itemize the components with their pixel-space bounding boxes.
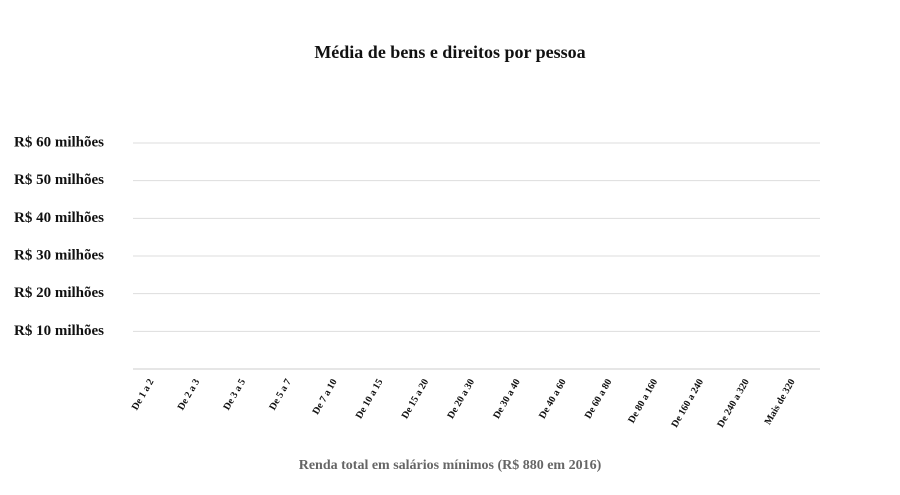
y-tick-label: R$ 60 milhões [14, 134, 104, 150]
x-tick-label: De 240 a 320 [715, 377, 752, 429]
x-tick-label: De 20 a 30 [445, 377, 477, 421]
y-tick-label: R$ 50 milhões [14, 172, 104, 188]
x-tick-label: De 3 a 5 [221, 377, 248, 412]
x-tick-label: De 80 a 160 [626, 377, 660, 425]
x-tick-label: Mais de 320 [763, 377, 798, 427]
x-tick-label: De 40 a 60 [537, 377, 569, 421]
x-tick-label: De 7 a 10 [311, 377, 340, 416]
x-tick-label: De 160 a 240 [669, 377, 706, 429]
chart-title: Média de bens e direitos por pessoa [314, 42, 585, 62]
x-tick-label: De 30 a 40 [491, 377, 523, 421]
y-tick-label: R$ 20 milhões [14, 285, 104, 301]
x-tick-label: De 5 a 7 [267, 377, 294, 412]
x-tick-label: De 1 a 2 [130, 377, 157, 412]
x-tick-label: De 10 a 15 [354, 377, 386, 421]
y-tick-label: R$ 30 milhões [14, 247, 104, 263]
x-tick-label: De 15 a 20 [400, 377, 432, 421]
x-tick-label: De 60 a 80 [583, 377, 615, 421]
x-tick-label: De 2 a 3 [176, 377, 203, 412]
y-tick-label: R$ 10 milhões [14, 323, 104, 339]
x-axis-label: Renda total em salários mínimos (R$ 880 … [299, 458, 602, 473]
y-tick-label: R$ 40 milhões [14, 210, 104, 226]
